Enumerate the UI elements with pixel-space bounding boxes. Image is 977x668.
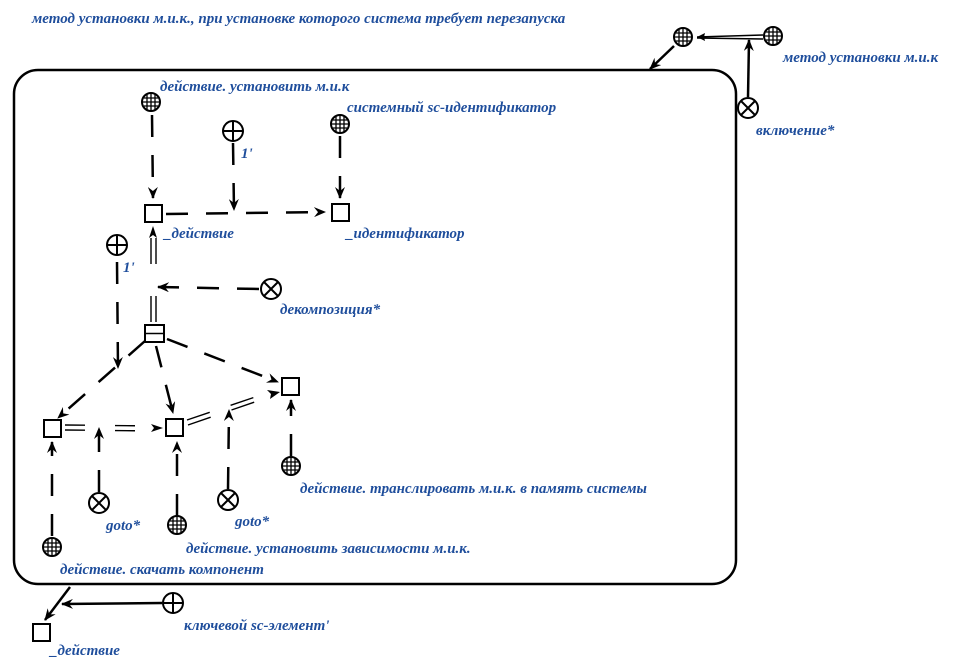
structure-frame <box>12 68 738 586</box>
connector-tuple-mid <box>154 345 176 414</box>
label-var-action-bottom: _действие <box>48 643 120 659</box>
node-var-action <box>144 204 163 223</box>
connector-inclusion <box>743 39 754 98</box>
connector-subclass <box>696 33 764 41</box>
node-action-install <box>141 92 161 112</box>
connector-key-element <box>61 598 163 609</box>
label-action-download: действие. скачать компонент <box>60 562 264 578</box>
node-action-download <box>42 537 62 557</box>
label-action-install: действие. установить м.и.к <box>160 79 350 95</box>
node-tuple <box>144 324 165 343</box>
node-role-1b <box>106 234 128 256</box>
node-inclusion <box>737 97 759 119</box>
node-var-action-bottom <box>32 623 51 642</box>
connector-sequence-1 <box>64 424 163 432</box>
label-role-1b: 1' <box>123 260 135 276</box>
node-key-element <box>162 592 184 614</box>
connector-frame-action <box>44 586 71 621</box>
node-action-translate <box>281 456 301 476</box>
node-class-top <box>673 27 693 47</box>
label-var-identifier: _идентификатор <box>344 226 465 242</box>
label-goto-2: goto* <box>234 514 270 530</box>
connector-sequence-2 <box>186 390 280 426</box>
label-decomposition: декомпозиция* <box>280 302 381 318</box>
connector-decomposition <box>149 226 157 322</box>
connector-tuple-right <box>166 337 279 384</box>
node-class-right <box>763 26 783 46</box>
connector-decomposition-role <box>157 282 260 293</box>
node-subaction-translate <box>281 377 300 396</box>
label-top-class: метод установки м.и.к., при установке ко… <box>31 11 566 27</box>
connector-goto-2 <box>223 409 234 490</box>
label-goto-1: goto* <box>105 518 141 534</box>
node-decomposition <box>260 278 282 300</box>
node-var-identifier <box>331 203 350 222</box>
connector-class-membership <box>649 45 675 70</box>
connector-role-1b <box>112 261 123 369</box>
node-subaction-deps <box>165 418 184 437</box>
label-key-element: ключевой sc-элемент' <box>184 618 329 634</box>
label-role-1a: 1' <box>241 146 253 162</box>
node-sys-id <box>330 114 350 134</box>
connector-tuple-left <box>57 340 146 419</box>
connector-action-install <box>147 114 158 199</box>
connector-role-1a <box>228 142 239 211</box>
label-action-translate: действие. транслировать м.и.к. в память … <box>300 481 647 497</box>
label-right-class: метод установки м.и.к <box>782 50 939 66</box>
label-inclusion: включение* <box>756 123 835 139</box>
node-role-1a <box>222 120 244 142</box>
label-var-action: _действие <box>162 226 234 242</box>
node-goto-1 <box>88 492 110 514</box>
connector-action-identifier <box>165 207 326 218</box>
node-subaction-download <box>43 419 62 438</box>
node-action-deps <box>167 515 187 535</box>
label-action-deps: действие. установить зависимости м.и.к. <box>186 541 471 557</box>
node-goto-2 <box>217 489 239 511</box>
label-sys-id: системный sc-идентификатор <box>347 100 557 116</box>
